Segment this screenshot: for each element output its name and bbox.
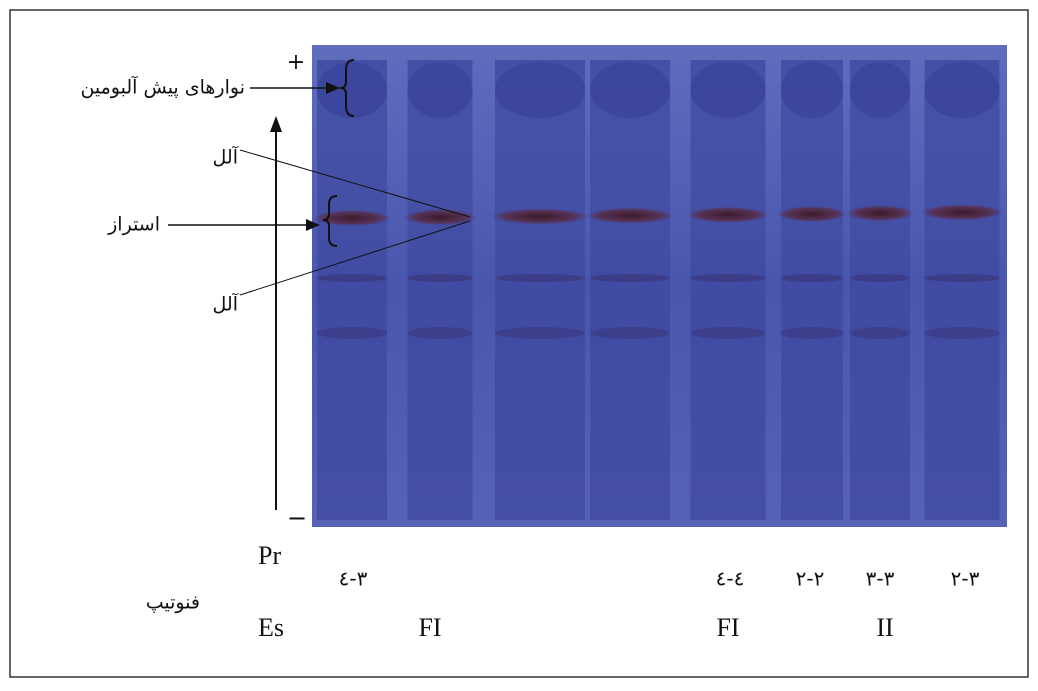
minor-band [495,274,585,282]
phenotype-label: فنوتیپ [146,592,200,614]
minor-band [590,327,670,339]
minor-band [407,327,473,339]
esterase-band [586,207,674,224]
pr-phenotype: ٣-٢ [951,567,980,591]
prealbumin-band [924,62,1000,118]
prealbumin-band [317,62,387,118]
minor-band [407,274,473,282]
es-phenotype: FI [716,613,739,642]
minor-band [690,327,766,339]
prealbumin-band [495,62,585,118]
esterase-band [686,206,770,223]
allele-label: آلل [213,292,239,316]
gel-lane [690,60,766,520]
es-phenotype: II [876,613,893,642]
es-phenotype: FI [418,613,441,642]
plus-label: + [287,50,305,75]
prealbumin-band [407,62,473,118]
esterase-label: استراز [107,214,160,236]
gel-lane [590,60,670,520]
gel-lane [407,60,473,520]
pr-phenotype: ٤-٤ [716,567,745,591]
gel-lane [495,60,585,520]
gel-lane [317,60,387,520]
prealbumin-label: نوارهای پیش آلبومین [80,75,245,99]
minor-band [924,327,1000,339]
allele-label: آلل [213,145,239,169]
pr-phenotype: ٢-٢ [796,567,825,591]
pr-phenotype: ٣-٣ [866,567,895,591]
minor-band [781,327,843,339]
esterase-band [491,208,589,225]
minor-band [850,274,910,282]
annotations [168,59,471,510]
minor-band [781,274,843,282]
minor-band [924,274,1000,282]
minor-band [690,274,766,282]
pr-phenotype: ٣-٤ [339,567,368,591]
esterase-band [920,204,1004,221]
minus-label: − [287,504,307,532]
prealbumin-band [850,62,910,118]
prealbumin-band [781,62,843,118]
esterase-band [313,210,391,226]
gel-lane [924,60,1000,520]
prealbumin-band [690,62,766,118]
minor-band [495,327,585,339]
minor-band [317,327,387,339]
gel-image [312,45,1007,527]
gel-lane [850,60,910,520]
pr-label: Pr [258,541,281,570]
gel-lane [781,60,843,520]
minor-band [850,327,910,339]
es-label: Es [258,613,284,642]
minor-band [590,274,670,282]
esterase-band [777,206,847,222]
prealbumin-band [590,62,670,118]
minor-band [317,274,387,282]
esterase-band [846,205,914,222]
